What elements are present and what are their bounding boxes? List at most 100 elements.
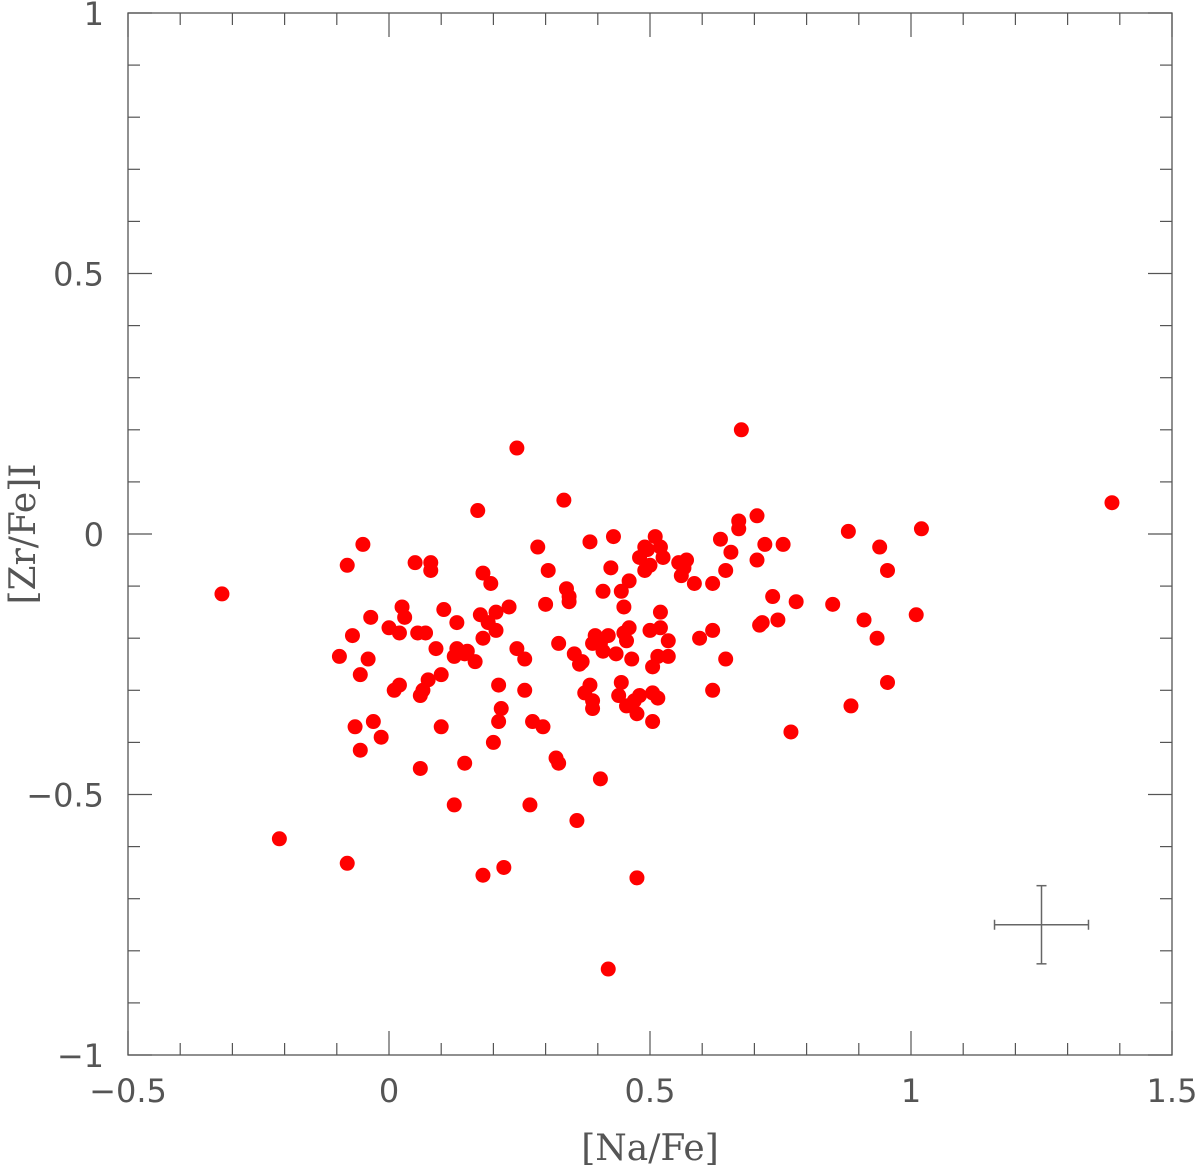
data-point (660, 633, 676, 649)
data-point (613, 674, 629, 690)
data-point (705, 575, 721, 591)
x-tick-label: 1 (901, 1072, 921, 1110)
tick-labels: −0.5 0 0.5 1 1.5−1−0.500.51 (26, 0, 1197, 1110)
data-point (757, 536, 773, 552)
y-tick-label: −1 (57, 1037, 104, 1075)
data-point (718, 562, 734, 578)
data-point (616, 599, 632, 615)
data-point (880, 562, 896, 578)
data-point (423, 562, 439, 578)
data-point (436, 602, 452, 618)
data-point (538, 596, 554, 612)
error-bar (993, 884, 1090, 965)
data-point (660, 648, 676, 664)
data-point (459, 643, 475, 659)
data-point (433, 667, 449, 683)
data-point (705, 682, 721, 698)
data-point (373, 729, 389, 745)
data-point (872, 539, 888, 555)
data-point (723, 544, 739, 560)
data-point (600, 628, 616, 644)
data-point (397, 609, 413, 625)
data-point (391, 677, 407, 693)
data-point (652, 604, 668, 620)
data-point (629, 870, 645, 886)
data-point (569, 813, 585, 829)
data-point (365, 714, 381, 730)
data-point (407, 555, 423, 571)
data-points (214, 422, 1120, 977)
data-point (754, 615, 770, 631)
data-point (483, 575, 499, 591)
data-point (770, 612, 786, 628)
x-tick-label: −0.5 (89, 1072, 167, 1110)
data-point (360, 651, 376, 667)
data-point (496, 859, 512, 875)
data-point (585, 701, 601, 717)
data-point (331, 648, 347, 664)
data-point (712, 531, 728, 547)
data-point (391, 625, 407, 641)
data-point (595, 643, 611, 659)
data-point (457, 755, 473, 771)
data-point (352, 742, 368, 758)
data-point (825, 596, 841, 612)
data-point (574, 654, 590, 670)
data-point (363, 609, 379, 625)
data-point (475, 867, 491, 883)
data-point (491, 714, 507, 730)
y-tick-label: 0 (84, 516, 104, 554)
data-point (475, 630, 491, 646)
x-tick-label: 1.5 (1147, 1072, 1198, 1110)
data-point (491, 677, 507, 693)
x-tick-label: 0.5 (625, 1072, 676, 1110)
data-point (522, 797, 538, 813)
data-point (603, 560, 619, 576)
data-point (420, 672, 436, 688)
data-point (639, 542, 655, 558)
data-point (733, 422, 749, 438)
data-point (1104, 495, 1120, 511)
data-point (718, 651, 734, 667)
data-point (470, 503, 486, 519)
data-point (613, 583, 629, 599)
data-point (592, 771, 608, 787)
data-point (783, 724, 799, 740)
data-point (428, 641, 444, 657)
data-point (412, 760, 428, 776)
data-point (913, 521, 929, 537)
data-point (608, 646, 624, 662)
data-point (705, 622, 721, 638)
data-point (619, 633, 635, 649)
data-point (352, 667, 368, 683)
data-point (749, 508, 765, 524)
data-point (530, 539, 546, 555)
data-point (686, 575, 702, 591)
data-point (629, 706, 645, 722)
data-point (556, 492, 572, 508)
data-point (843, 698, 859, 714)
data-point (501, 599, 517, 615)
data-point (509, 641, 525, 657)
data-point (339, 855, 355, 871)
data-point (446, 797, 462, 813)
data-point (652, 620, 668, 636)
data-point (595, 583, 611, 599)
data-point (517, 651, 533, 667)
data-point (467, 654, 483, 670)
data-point (731, 521, 747, 537)
data-point (775, 536, 791, 552)
data-point (214, 586, 230, 602)
data-point (449, 615, 465, 631)
data-point (749, 552, 765, 568)
data-point (433, 719, 449, 735)
data-point (655, 549, 671, 565)
data-point (561, 589, 577, 605)
data-point (692, 630, 708, 646)
data-point (582, 534, 598, 550)
data-point (551, 635, 567, 651)
data-point (485, 734, 501, 750)
data-point (605, 529, 621, 545)
data-point (517, 682, 533, 698)
